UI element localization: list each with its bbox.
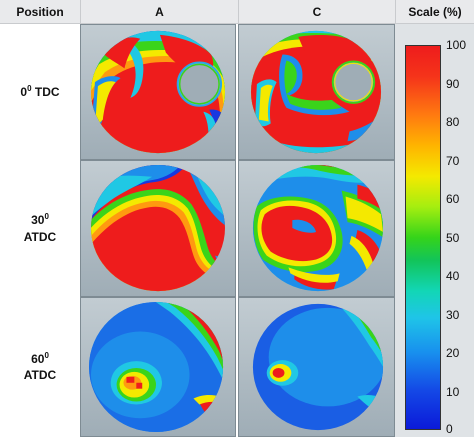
scale-tick-0: 0 (446, 422, 453, 436)
header-scale: Scale (%) (395, 0, 474, 24)
scale-tick-80: 80 (446, 115, 460, 129)
scale-tick-70: 70 (446, 153, 460, 168)
row-label-30atdc: 300 ATDC (0, 160, 80, 297)
header-position: Position (0, 0, 80, 24)
color-scale-bar (405, 45, 441, 430)
scale-tick-60: 60 (446, 192, 460, 206)
scale-tick-10: 10 (446, 384, 460, 399)
header-column-c: C (238, 0, 395, 24)
row-label-0tdc: 00 TDC (0, 24, 80, 160)
scale-tick-40: 40 (446, 269, 460, 283)
contour-a-0tdc (80, 24, 236, 160)
scale-tick-50: 50 (446, 230, 460, 245)
contour-c-60atdc (238, 297, 395, 437)
row-label-60atdc: 600 ATDC (0, 297, 80, 437)
header-column-a: A (80, 0, 238, 24)
scale-tick-20: 20 (446, 346, 460, 360)
scale-tick-90: 90 (446, 76, 460, 91)
contour-a-60atdc (80, 297, 236, 437)
scale-tick-100: 100 (446, 38, 467, 52)
contour-a-30atdc (80, 160, 236, 297)
contour-c-0tdc (238, 24, 395, 160)
scale-tick-30: 30 (446, 307, 460, 322)
contour-c-30atdc (238, 160, 395, 297)
